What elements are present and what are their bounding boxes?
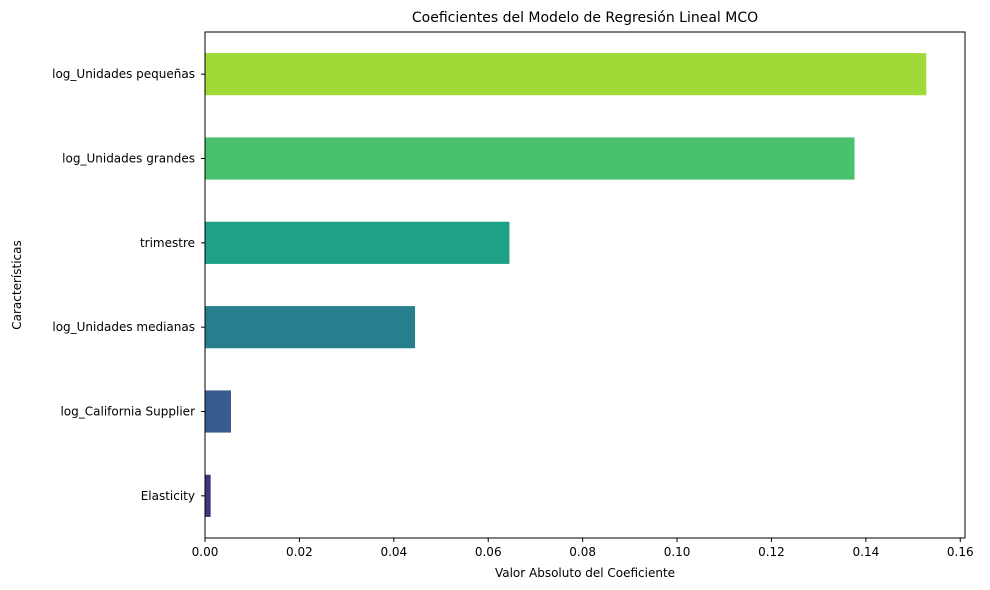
x-tick-label-7: 0.14 [853,545,880,559]
y-tick-label-4: log_California Supplier [60,405,195,419]
x-tick-label-0: 0.00 [192,545,219,559]
y-tick-label-0: log_Unidades pequeñas [52,67,195,81]
x-tick-label-4: 0.08 [569,545,596,559]
plot-frame [204,31,966,539]
x-tick-label-2: 0.04 [380,545,407,559]
bar-1 [205,137,855,180]
bar-4 [205,390,231,433]
x-tick-label-5: 0.10 [664,545,691,559]
bars-group [205,53,927,517]
x-axis-label: Valor Absoluto del Coeficiente [495,566,675,580]
x-axis-ticks: 0.00 0.02 0.04 0.06 0.08 0.10 0.12 0.14 0.16 [192,538,974,559]
x-tick-label-6: 0.12 [758,545,785,559]
y-tick-label-1: log_Unidades grandes [62,152,195,166]
bar-0 [205,53,927,96]
y-tick-label-2: trimestre [140,236,195,250]
y-tick-label-3: log_Unidades medianas [52,320,195,334]
bar-2 [205,221,510,264]
bar-5 [205,474,211,517]
y-tick-label-5: Elasticity [141,489,195,503]
chart-title: Coeficientes del Modelo de Regresión Lin… [412,10,758,26]
x-tick-label-8: 0.16 [947,545,974,559]
x-tick-label-3: 0.06 [475,545,502,559]
bar-3 [205,306,416,349]
y-axis-ticks: log_Unidades pequeñas log_Unidades grande… [52,67,205,503]
x-tick-label-1: 0.02 [286,545,313,559]
y-axis-label: Características [10,240,24,329]
